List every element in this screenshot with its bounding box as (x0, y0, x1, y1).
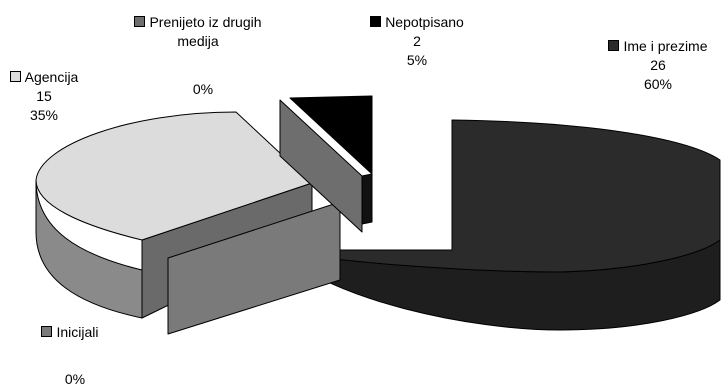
slice-nepotpisano-side (361, 173, 373, 225)
label-nepotpisano: Nepotpisano 2 5% (362, 13, 472, 70)
agencija-pct: 35% (29, 107, 59, 123)
label-prenijeto: Prenijeto iz drugih medija (118, 13, 278, 51)
legend-swatch-ime-prezime (608, 40, 620, 51)
nepotpisano-pct: 5% (406, 52, 428, 68)
legend-swatch-prenijeto (134, 16, 146, 27)
label-inicijali-pct: 0% (64, 371, 86, 387)
prenijeto-name-line2: medija (177, 33, 219, 49)
slice-agencija-top (35, 111, 313, 241)
label-inicijali: Inicijali (30, 323, 110, 342)
label-prenijeto-pct: 0% (192, 81, 214, 97)
slice-ime-prezime-top (277, 119, 721, 273)
ime-prezime-name: Ime i prezime (623, 38, 708, 54)
inicijali-name: Inicijali (56, 324, 99, 340)
nepotpisano-value: 2 (413, 33, 421, 49)
slice-prenijeto-wall (279, 99, 363, 233)
label-agencija: Agencija 15 35% (4, 68, 84, 125)
legend-swatch-agencija (9, 71, 21, 82)
agencija-value: 15 (36, 88, 52, 104)
legend-swatch-nepotpisano (370, 16, 382, 27)
slice-nepotpisano-top (289, 95, 373, 175)
nepotpisano-name: Nepotpisano (385, 14, 464, 30)
prenijeto-name-line1: Prenijeto iz drugih (149, 14, 262, 30)
ime-prezime-pct: 60% (643, 76, 673, 92)
label-ime-prezime: Ime i prezime 26 60% (596, 37, 720, 94)
ime-prezime-value: 26 (650, 57, 666, 73)
legend-swatch-inicijali (41, 326, 53, 337)
agencija-name: Agencija (24, 69, 79, 85)
slice-inicijali-wall (167, 201, 341, 335)
